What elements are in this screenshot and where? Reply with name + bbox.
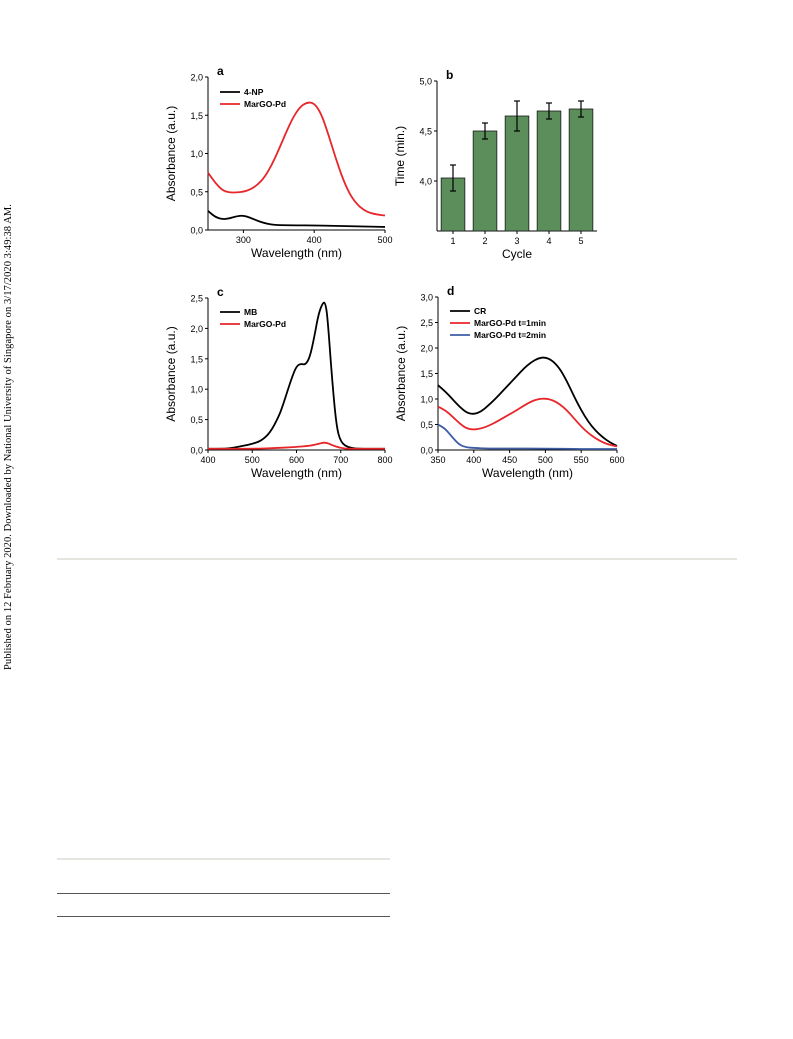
x-tick-label: 550 [574, 455, 589, 465]
y-tick-label: 1,0 [190, 385, 203, 395]
y-tick-label: 0,0 [420, 446, 433, 456]
y-tick-label: 4,5 [419, 127, 432, 137]
y-tick-label: 4,0 [419, 177, 432, 187]
legend-label: MarGO-Pd [244, 319, 286, 329]
y-tick-label: 0,5 [420, 420, 433, 430]
x-tick-label: 3 [514, 236, 519, 246]
x-tick-label: 400 [466, 455, 481, 465]
series-line-1 [207, 210, 386, 228]
legend-label: MarGO-Pd [244, 99, 286, 109]
x-tick-label: 600 [609, 455, 624, 465]
y-tick-label: 2,0 [190, 324, 203, 334]
y-tick-label: 3,0 [420, 293, 433, 303]
y-tick-label: 1,5 [420, 369, 433, 379]
y-axis-label: Absorbance (a.u.) [394, 326, 408, 421]
bar [472, 130, 498, 232]
legend-label: 4-NP [244, 87, 264, 97]
legend-label: CR [474, 306, 486, 316]
download-watermark: Published on 12 February 2020. Downloade… [3, 170, 17, 670]
bar [536, 110, 562, 232]
y-axis-label: Time (min.) [393, 126, 407, 186]
panel-label: d [447, 284, 454, 298]
chart-panel-d: 0,0 0,5 1,0 1,5 2,0 2,5 3,0 Absorbance (a.u.) Wa… [385, 280, 635, 495]
chart-panel-c: 0,0 0,5 1,0 1,5 2,0 2,5 Absorbance (a.u.) Wavel… [160, 280, 400, 495]
short-separator [57, 858, 390, 860]
page-separator [57, 558, 737, 560]
x-tick-label: 300 [236, 235, 251, 245]
x-tick-label: 400 [200, 455, 215, 465]
chart-a-svg: 0,0 0,5 1,0 1,5 2,0 Absorbance (a.u.) Waveleng… [164, 64, 393, 260]
x-axis-label: Wavelength (nm) [251, 246, 342, 260]
series-line-2 [207, 441, 385, 450]
table-rule-top [57, 893, 390, 894]
x-tick-label: 800 [377, 455, 392, 465]
legend-label: MarGO-Pd t=2min [474, 330, 546, 340]
legend-label: MB [244, 307, 257, 317]
download-watermark-text: Published on 12 February 2020. Downloade… [3, 204, 14, 670]
y-tick-label: 5,0 [419, 77, 432, 87]
series-line-1 [437, 356, 618, 447]
chart-panel-a: 0,0 0,5 1,0 1,5 2,0 Absorbance (a.u.) Waveleng… [160, 60, 400, 275]
x-tick-label: 5 [578, 236, 583, 246]
y-tick-label: 2,5 [190, 294, 203, 304]
x-tick-label: 500 [377, 235, 392, 245]
series-line-3 [437, 423, 617, 450]
x-tick-label: 700 [333, 455, 348, 465]
y-tick-label: 1,0 [420, 395, 433, 405]
x-tick-label: 4 [546, 236, 551, 246]
y-tick-label: 0,0 [190, 446, 203, 456]
x-tick-label: 2 [482, 236, 487, 246]
y-tick-label: 0,5 [190, 415, 203, 425]
chart-panel-b: 4,0 4,5 5,0 Time (min.) Cycle b 1 2 3 4 5 [385, 60, 625, 275]
x-tick-label: 500 [245, 455, 260, 465]
table-rule-bottom [57, 916, 390, 917]
chart-c-svg: 0,0 0,5 1,0 1,5 2,0 2,5 Absorbance (a.u.) Wavel… [164, 285, 393, 480]
y-axis-label: Absorbance (a.u.) [164, 106, 178, 201]
y-tick-label: 2,0 [420, 344, 433, 354]
y-tick-label: 2,5 [420, 318, 433, 328]
legend-label: MarGO-Pd t=1min [474, 318, 546, 328]
y-tick-label: 0,5 [190, 187, 203, 197]
bar [568, 108, 594, 232]
panel-label: c [217, 285, 224, 299]
x-axis-label: Wavelength (nm) [251, 466, 342, 480]
series-line-2 [437, 397, 618, 448]
y-tick-label: 1,0 [190, 149, 203, 159]
x-axis-label: Cycle [502, 247, 532, 261]
y-tick-label: 0,0 [190, 226, 203, 236]
y-tick-label: 1,5 [190, 111, 203, 121]
series-line-2 [207, 101, 386, 217]
series-line-1 [207, 301, 385, 450]
x-tick-label: 1 [450, 236, 455, 246]
x-tick-label: 400 [307, 235, 322, 245]
panel-label: a [217, 64, 224, 78]
chart-d-svg: 0,0 0,5 1,0 1,5 2,0 2,5 3,0 Absorbance (a.u.) Wa… [394, 284, 625, 480]
chart-b-svg: 4,0 4,5 5,0 Time (min.) Cycle b 1 2 3 4 5 [393, 68, 597, 261]
y-tick-label: 1,5 [190, 354, 203, 364]
bar [504, 115, 530, 232]
y-tick-label: 2,0 [190, 73, 203, 83]
x-tick-label: 500 [538, 455, 553, 465]
x-tick-label: 350 [430, 455, 445, 465]
x-tick-label: 600 [289, 455, 304, 465]
x-axis-label: Wavelength (nm) [482, 466, 573, 480]
panel-label: b [446, 68, 453, 82]
y-axis-label: Absorbance (a.u.) [164, 326, 178, 421]
x-tick-label: 450 [502, 455, 517, 465]
